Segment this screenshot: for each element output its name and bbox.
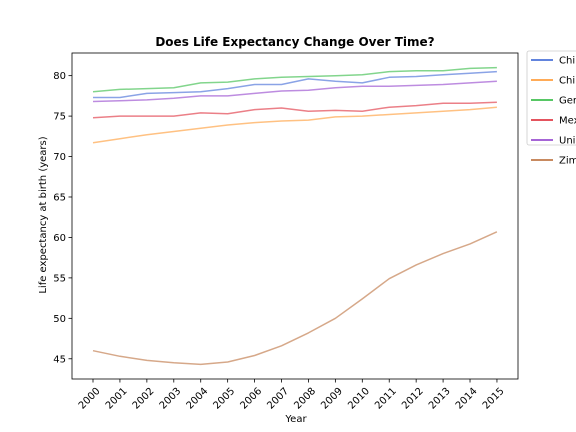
x-tick-label: 2010	[346, 386, 372, 412]
y-tick-label: 45	[53, 354, 66, 365]
x-tick-label: 2005	[212, 386, 238, 412]
x-tick-label: 2004	[185, 386, 211, 412]
legend-label: Uni	[559, 136, 575, 147]
y-tick-label: 80	[53, 71, 66, 82]
y-tick-label: 60	[53, 233, 66, 244]
y-tick-label: 70	[53, 152, 66, 163]
x-tick-label: 2003	[158, 386, 184, 412]
x-tick-label: 2009	[319, 386, 345, 412]
series-line	[93, 70, 497, 99]
x-tick-label: 2008	[292, 386, 318, 412]
x-tick-label: 2002	[131, 386, 157, 412]
y-axis-label: Life expectancy at birth (years)	[38, 136, 49, 293]
y-axis: 45 50 55 60 65 70 75 80	[53, 71, 72, 365]
x-tick-label: 2015	[481, 386, 507, 412]
legend-label: Chi	[559, 76, 575, 87]
x-tick-label: 2000	[77, 386, 103, 412]
x-tick-label: 2011	[373, 386, 399, 412]
y-tick-label: 75	[53, 112, 66, 123]
x-tick-label: 2013	[427, 386, 453, 412]
series-line	[92, 66, 497, 93]
legend-box	[526, 50, 576, 146]
series-line	[92, 231, 498, 366]
series-line	[92, 80, 497, 103]
series-lines	[92, 66, 498, 366]
x-tick-label: 2001	[104, 386, 130, 412]
legend-label: Mex	[559, 116, 576, 127]
y-tick-label: 50	[53, 314, 66, 325]
x-axis: 2000 2001 2002 2003 2004 2005 2006 2007 2008 2009…	[77, 379, 507, 412]
y-tick-label: 65	[53, 192, 66, 203]
legend-label: Zim	[559, 156, 576, 167]
x-tick-label: 2006	[238, 386, 264, 412]
x-axis-label: Year	[284, 414, 307, 425]
x-tick-label: 2012	[400, 386, 426, 412]
legend-label: Chi	[559, 56, 575, 67]
x-tick-label: 2014	[454, 386, 480, 412]
chart-title: Does Life Expectancy Change Over Time?	[155, 35, 434, 49]
series-line	[92, 106, 497, 144]
x-tick-label: 2007	[265, 386, 291, 412]
y-tick-label: 55	[53, 273, 66, 284]
plot-frame	[71, 52, 519, 380]
series-line	[92, 101, 497, 119]
legend-label: Ger	[559, 96, 576, 107]
plot-area	[71, 52, 519, 380]
legend: Chi Chi Ger Mex Uni Zim	[526, 50, 576, 167]
